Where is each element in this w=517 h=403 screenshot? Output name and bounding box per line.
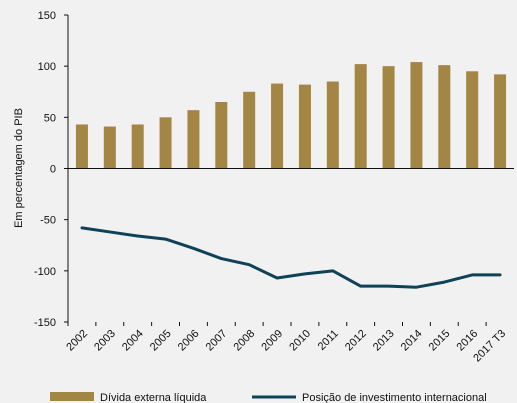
legend-label-bar: Dívida externa líquida [100, 392, 207, 403]
y-tick-label: -50 [40, 215, 56, 227]
bar-2012 [354, 64, 367, 169]
x-tick-label: 2013 [371, 328, 397, 354]
bar-2013 [382, 66, 395, 169]
y-tick-label: 0 [50, 164, 56, 176]
x-tick-label: 2014 [399, 328, 425, 354]
bar-2010 [298, 84, 311, 169]
bar-2002 [75, 124, 88, 169]
x-tick-label: 2007 [204, 328, 230, 354]
x-tick-label: 2011 [316, 328, 341, 353]
bar-2009 [271, 83, 284, 169]
x-tick-label: 2008 [232, 328, 258, 354]
legend-swatch-bar [50, 392, 94, 401]
y-tick-label: -100 [34, 266, 56, 278]
bar-2008 [243, 91, 256, 169]
y-axis-ticks: 150 100 50 0 -50 -100 -150 [34, 10, 68, 329]
y-tick-label: -150 [34, 317, 56, 329]
y-tick-label: 150 [38, 10, 56, 22]
x-tick-label: 2009 [259, 328, 285, 354]
bar-series [75, 62, 507, 169]
bar-2011 [326, 81, 339, 169]
x-tick-label: 2005 [148, 328, 174, 354]
bar-2014 [410, 62, 423, 169]
y-axis-title: Em percentagem do PIB [13, 108, 25, 228]
x-tick-label: 2015 [427, 328, 453, 354]
bar-2007 [215, 101, 228, 169]
y-tick-label: 50 [44, 112, 56, 124]
bar-2017-t3 [494, 74, 507, 169]
y-axis-title-group: Em percentagem do PIB [13, 108, 25, 228]
x-tick-label: 2012 [343, 328, 369, 354]
y-tick-label: 100 [38, 61, 56, 73]
bar-2015 [438, 65, 451, 169]
x-axis-ticks: 2002 2003 2004 2005 2006 2007 2008 2009 2010 2011… [64, 322, 508, 365]
bar-2016 [466, 71, 479, 169]
x-tick-label: 2010 [287, 328, 313, 354]
x-tick-label: 2002 [64, 328, 90, 354]
x-tick-label: 2004 [120, 328, 146, 354]
bar-2004 [131, 124, 144, 169]
x-tick-label: 2003 [92, 328, 118, 354]
line-path [80, 226, 502, 289]
line-series [80, 226, 502, 289]
legend: Dívida externa líquida Posição de invest… [50, 392, 487, 403]
legend-label-line: Posição de investimento internacional [302, 392, 487, 403]
bar-2006 [187, 110, 200, 169]
bar-2003 [103, 126, 116, 169]
x-tick-label: 2006 [176, 328, 202, 354]
bar-2005 [159, 117, 172, 169]
